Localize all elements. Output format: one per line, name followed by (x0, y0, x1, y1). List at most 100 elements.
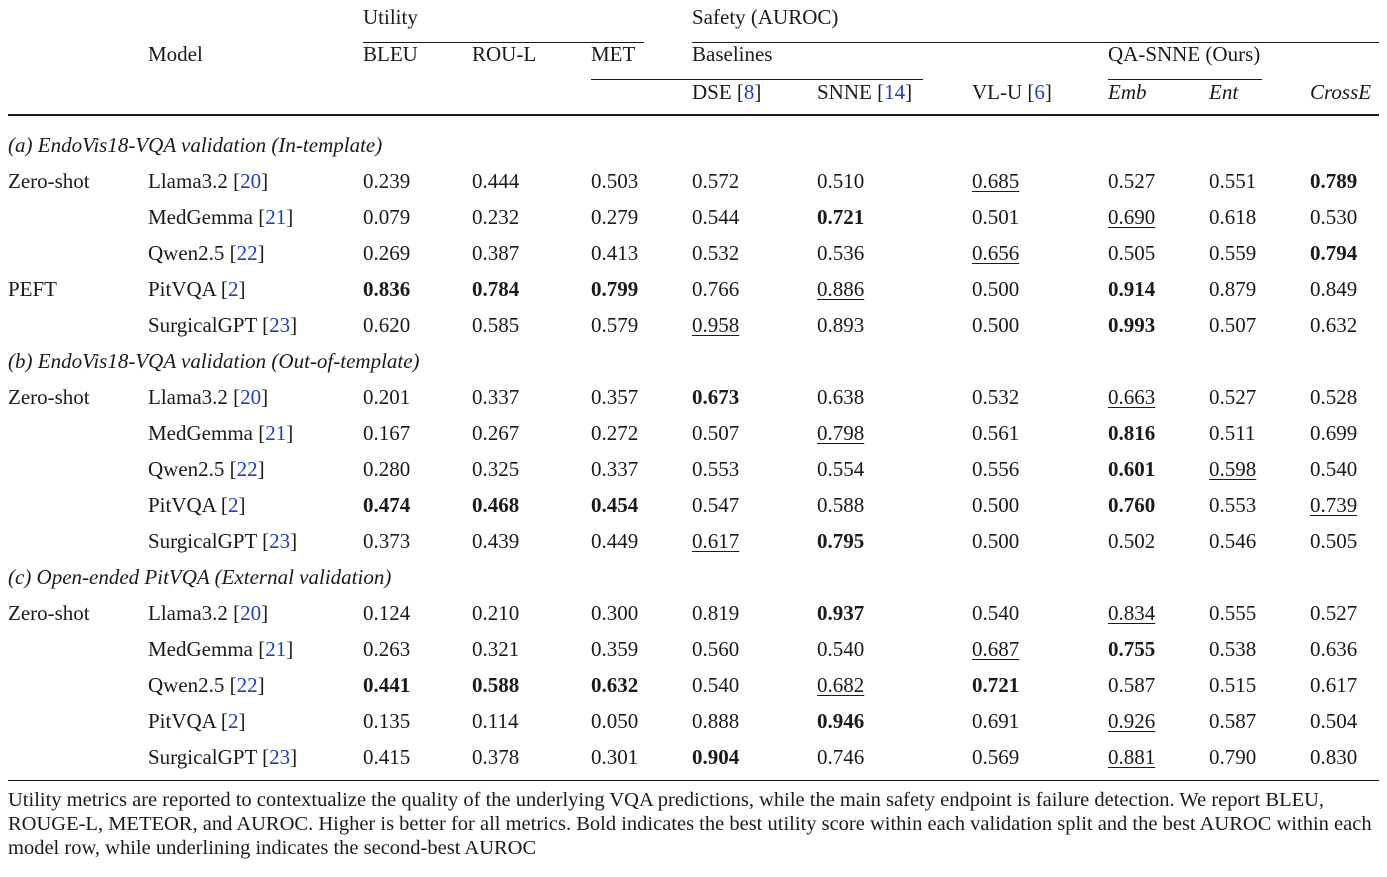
utility-rule (363, 42, 644, 43)
ref-link[interactable]: 23 (269, 313, 291, 337)
table-cell: 0.413 (591, 241, 639, 265)
table-cell: 0.893 (817, 313, 865, 337)
model-name: SurgicalGPT [23] (148, 313, 298, 337)
table-cell: 0.527 (1209, 385, 1257, 409)
table-cell: 0.547 (692, 493, 740, 517)
ref-link[interactable]: 20 (240, 385, 262, 409)
header-baselines: Baselines (692, 42, 773, 66)
table-cell: 0.789 (1310, 169, 1358, 193)
ref-link[interactable]: 22 (236, 673, 258, 697)
table-cell: 0.830 (1310, 745, 1358, 769)
table-cell: 0.511 (1209, 421, 1256, 445)
model-name: Llama3.2 [20] (148, 601, 269, 625)
model-name: SurgicalGPT [23] (148, 745, 298, 769)
table-cell: 0.540 (692, 673, 740, 697)
table-cell: 0.632 (591, 673, 639, 697)
table-cell: 0.530 (1310, 205, 1358, 229)
table-cell: 0.501 (972, 205, 1020, 229)
table-cell: 0.357 (591, 385, 639, 409)
table-cell: 0.527 (1310, 601, 1358, 625)
ref-link[interactable]: 8 (743, 80, 755, 104)
model-name: PitVQA [2] (148, 709, 246, 733)
table-cell: 0.760 (1108, 493, 1156, 517)
table-cell: 0.500 (972, 277, 1020, 301)
section-title: (a) EndoVis18-VQA validation (In-templat… (8, 133, 383, 157)
model-name: MedGemma [21] (148, 205, 294, 229)
table-cell: 0.755 (1108, 637, 1156, 661)
model-name: Llama3.2 [20] (148, 169, 269, 193)
ref-link[interactable]: 6 (1034, 80, 1045, 104)
table-cell: 0.415 (363, 745, 411, 769)
ref-link[interactable]: 22 (236, 241, 258, 265)
header-dse: DSE [8] (692, 80, 762, 104)
ref-link[interactable]: 20 (240, 169, 262, 193)
table-cell: 0.766 (692, 277, 740, 301)
table-cell: 0.124 (363, 601, 411, 625)
table-cell: 0.721 (817, 205, 865, 229)
header-bleu: BLEU (363, 42, 418, 66)
ref-link[interactable]: 2 (227, 709, 239, 733)
table-cell: 0.556 (972, 457, 1020, 481)
table-cell: 0.587 (1209, 709, 1257, 733)
model-name: Qwen2.5 [22] (148, 457, 265, 481)
ref-link[interactable]: 21 (265, 637, 287, 661)
header-crosse: CrossE (1310, 80, 1372, 104)
table-cell: 0.301 (591, 745, 639, 769)
table-cell: 0.617 (1310, 673, 1358, 697)
table-cell: 0.337 (472, 385, 520, 409)
ref-link[interactable]: 2 (227, 493, 239, 517)
table-cell: 0.135 (363, 709, 411, 733)
header-rou-l: ROU-L (472, 42, 537, 66)
header-model: Model (148, 42, 203, 66)
table-cell: 0.834 (1108, 601, 1156, 625)
table-cell: 0.546 (1209, 529, 1257, 553)
table-cell: 0.468 (472, 493, 520, 517)
ref-link[interactable]: 22 (236, 457, 258, 481)
table-cell: 0.819 (692, 601, 740, 625)
table-cell: 0.079 (363, 205, 411, 229)
ref-link[interactable]: 23 (269, 745, 291, 769)
table-cell: 0.269 (363, 241, 411, 265)
ref-link[interactable]: 2 (227, 277, 239, 301)
ref-link[interactable]: 21 (265, 421, 287, 445)
group-label: Zero-shot (8, 169, 90, 193)
table-cell: 0.638 (817, 385, 865, 409)
ref-link[interactable]: 21 (265, 205, 287, 229)
safety-rule (692, 42, 1379, 43)
table-cell: 0.795 (817, 529, 865, 553)
table-cell: 0.579 (591, 313, 639, 337)
table-cell: 0.553 (692, 457, 740, 481)
table-cell: 0.601 (1108, 457, 1156, 481)
ref-link[interactable]: 23 (269, 529, 291, 553)
table-cell: 0.325 (472, 457, 520, 481)
table-cell: 0.886 (817, 277, 865, 301)
ref-link[interactable]: 14 (884, 80, 906, 104)
table-cell: 0.359 (591, 637, 639, 661)
table-cell: 0.500 (972, 529, 1020, 553)
table-cell: 0.532 (692, 241, 740, 265)
table-cell: 0.279 (591, 205, 639, 229)
table-cell: 0.690 (1108, 205, 1156, 229)
table-cell: 0.540 (1310, 457, 1358, 481)
table-cell: 0.881 (1108, 745, 1156, 769)
table-cell: 0.538 (1209, 637, 1257, 661)
table-cell: 0.507 (692, 421, 740, 445)
table-cell: 0.937 (817, 601, 865, 625)
table-cell: 0.387 (472, 241, 520, 265)
table-cell: 0.993 (1108, 313, 1156, 337)
qa-snne-rule (1108, 79, 1262, 80)
table-cell: 0.560 (692, 637, 740, 661)
model-name: Llama3.2 [20] (148, 385, 269, 409)
table-cell: 0.888 (692, 709, 740, 733)
table-cell: 0.617 (692, 529, 740, 553)
table-cell: 0.474 (363, 493, 411, 517)
table-cell: 0.540 (972, 601, 1020, 625)
table-cell: 0.618 (1209, 205, 1257, 229)
table-cell: 0.914 (1108, 277, 1156, 301)
model-name: MedGemma [21] (148, 421, 294, 445)
table-cell: 0.784 (472, 277, 520, 301)
table-caption: Utility metrics are reported to contextu… (8, 789, 1372, 859)
table-cell: 0.232 (472, 205, 520, 229)
table-cell: 0.572 (692, 169, 740, 193)
ref-link[interactable]: 20 (240, 601, 262, 625)
